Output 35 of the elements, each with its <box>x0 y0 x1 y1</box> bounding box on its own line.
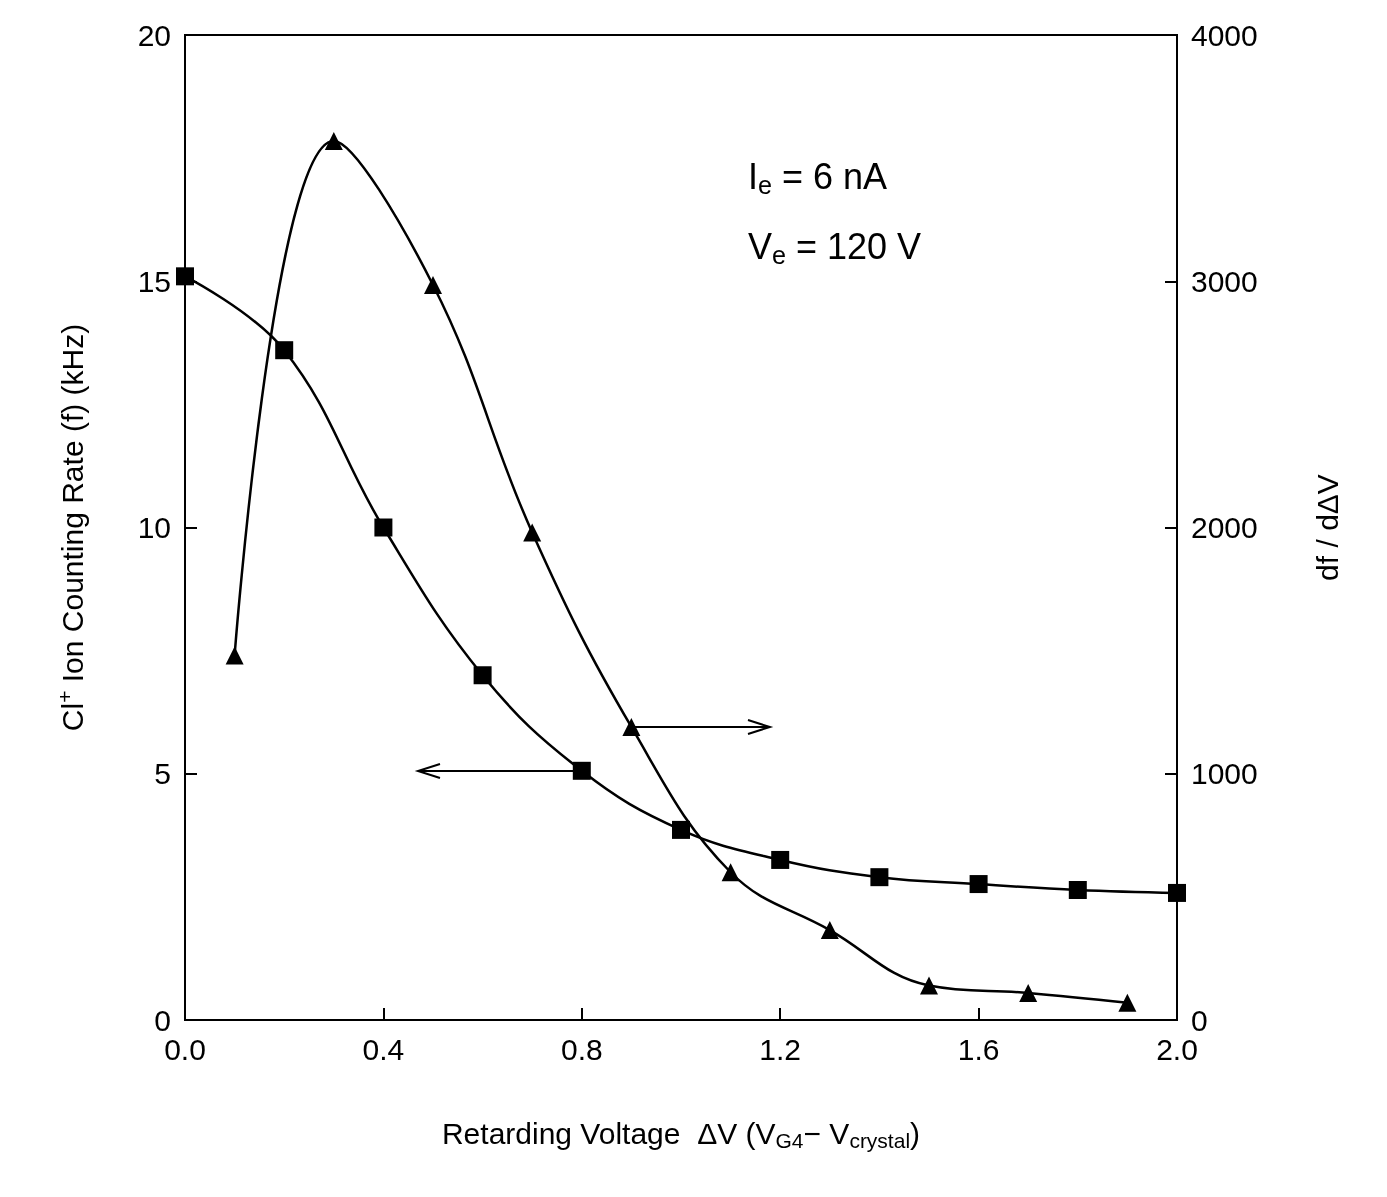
y-tick-label: 5 <box>154 757 171 791</box>
x-tick-label: 1.6 <box>957 1032 1000 1066</box>
point <box>1019 983 1038 1002</box>
point <box>870 868 889 887</box>
point <box>324 131 343 150</box>
point <box>374 518 393 537</box>
point <box>1068 880 1087 899</box>
point <box>820 921 839 940</box>
x-tick-label: 0.8 <box>560 1032 603 1066</box>
y-tick-label: 15 <box>137 264 171 298</box>
point <box>771 850 790 869</box>
x-tick-label: 0.4 <box>362 1032 405 1066</box>
point <box>1118 993 1137 1012</box>
point <box>969 875 988 894</box>
point <box>920 976 938 995</box>
y2-tick-label: 1000 <box>1191 757 1258 791</box>
y2-tick-label: 4000 <box>1191 18 1258 52</box>
point <box>225 646 244 665</box>
y-tick-label: 20 <box>137 18 171 52</box>
y2-axis-title: df / dΔV <box>1310 474 1344 581</box>
point <box>523 523 542 542</box>
point <box>275 341 294 360</box>
y2-tick-label: 3000 <box>1191 264 1258 298</box>
x-tick-label: 1.2 <box>759 1032 802 1066</box>
point <box>473 666 492 685</box>
y2-tick-label: 2000 <box>1191 511 1258 544</box>
point <box>1168 883 1186 902</box>
point <box>721 863 740 882</box>
point <box>572 761 591 780</box>
point <box>622 717 641 736</box>
point <box>672 820 690 839</box>
y-axis-title: Cl+ Ion Counting Rate (f) (kHz) <box>53 323 89 732</box>
point <box>176 267 194 286</box>
point <box>424 275 442 294</box>
y-tick-label: 10 <box>137 511 171 544</box>
